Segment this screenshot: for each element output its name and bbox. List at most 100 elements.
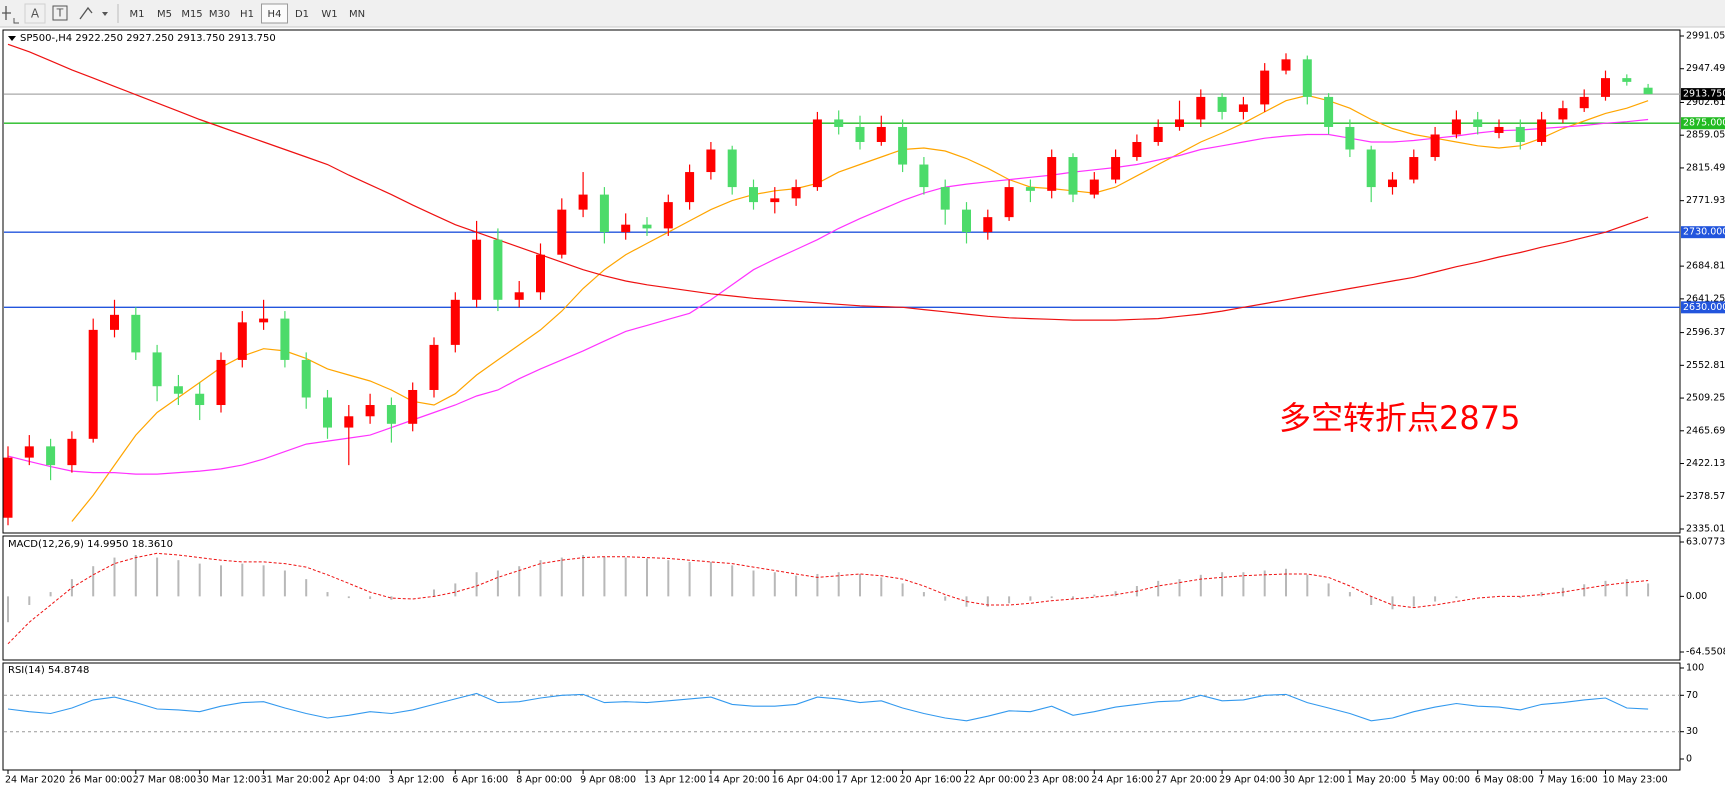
candle-body [1153,126,1163,142]
timeframe-label[interactable]: MN [349,9,365,20]
y-tick-label: 30 [1686,726,1698,737]
tool-button[interactable] [24,3,46,24]
candle-body [46,446,56,466]
rsi-panel-frame [2,662,1681,771]
y-tick-label: 2465.69 [1686,425,1725,436]
candle-body [919,164,929,188]
candle-body [1260,70,1270,105]
timeframe-label[interactable]: M15 [181,9,202,20]
main-panel-frame [2,29,1681,534]
x-tick-label: 10 May 23:00 [1603,775,1668,786]
y-tick-label: 2815.49 [1686,162,1725,173]
timeframe-label[interactable]: M5 [157,9,172,20]
level-label: 2913.750 [1683,89,1725,100]
x-tick-label: 16 Apr 04:00 [772,775,834,786]
candle-body [493,239,503,300]
level-label: 2730.000 [1683,227,1725,238]
x-tick-label: 17 Apr 12:00 [836,775,898,786]
candle-body [642,224,652,229]
chart-title: SP500-,H4 2922.250 2927.250 2913.750 291… [20,33,276,44]
candle-body [67,438,77,466]
candle-body [195,393,205,406]
candle-body [1558,108,1568,120]
candle-body [812,119,822,188]
cursor-tool[interactable] [2,6,19,24]
y-tick-label: 2641.25 [1686,293,1725,304]
candle-body [344,416,354,428]
candle-body [386,405,396,424]
candle-body [514,292,524,300]
toolbar: A T [0,0,1725,28]
x-tick-label: 29 Apr 04:00 [1219,775,1281,786]
candle-body [3,457,13,518]
candle-body [727,149,737,188]
label-tool[interactable]: T [56,7,64,20]
candle-body [855,126,865,142]
level-label-box [1681,226,1725,239]
shapes-tool[interactable] [79,6,108,20]
candle-body [1409,157,1419,180]
candle-body [1281,59,1291,71]
dropdown-arrow [102,12,108,16]
candle-body [685,172,695,203]
candle-body [749,187,758,203]
x-tick-label: 1 May 20:00 [1347,775,1406,786]
candle-body [1388,179,1397,188]
candle-body [259,318,269,323]
y-tick-label: 2771.93 [1686,195,1725,206]
timeframe-label[interactable]: W1 [321,9,337,20]
level-label-box [1681,117,1725,130]
label-tool-frame[interactable] [52,5,68,21]
candle-body [24,446,34,458]
candle-body [408,389,418,424]
candle-body [1473,119,1483,127]
moving-average [7,118,1649,475]
candle-body [1196,96,1206,120]
y-tick-label: 63.0773 [1686,537,1725,548]
candle-body [301,359,311,398]
moving-average [71,94,1649,522]
y-tick-label: 2509.25 [1686,393,1725,404]
rsi-line [7,692,1649,722]
candle-body [1089,179,1099,195]
candle-body [876,126,886,142]
x-tick-label: 20 Apr 16:00 [900,775,962,786]
candle-body [599,194,609,233]
candle-body [237,322,247,360]
timeframe-label[interactable]: M1 [130,9,145,20]
candle-body [898,126,908,165]
level-label: 2630.000 [1683,302,1725,313]
candle-body [1132,141,1142,158]
text-tool[interactable]: A [31,7,40,21]
timeframe-label[interactable]: H4 [268,9,282,20]
candle-body [1217,96,1227,112]
moving-average [7,43,1649,321]
candle-body [536,254,545,293]
candle-body [88,329,98,439]
y-tick-label: 2947.49 [1686,63,1725,74]
x-tick-label: 22 Apr 00:00 [964,775,1026,786]
candle-body [365,405,375,417]
x-tick-label: 30 Mar 12:00 [197,775,260,786]
candle-body [834,119,844,127]
annotation: 多空转折点2875 [1279,399,1520,437]
timeframe-label[interactable]: H1 [240,9,254,20]
level-label-box [1681,88,1725,101]
y-tick-label: 70 [1686,690,1698,701]
level-label: 2875.000 [1683,118,1725,129]
timeframe-label[interactable]: D1 [295,9,309,20]
candle-body [940,187,950,210]
x-tick-label: 13 Apr 12:00 [644,775,706,786]
timeframe-button[interactable] [261,3,288,24]
icon-corner [13,18,19,24]
timeframe-label[interactable]: M30 [209,9,230,20]
candle-body [962,209,971,233]
y-tick-label: 0.00 [1686,591,1707,602]
candle-body [1451,119,1461,135]
x-tick-label: 5 May 00:00 [1411,775,1470,786]
macd-panel-frame [2,535,1681,661]
candle-body [1238,104,1248,112]
candle-body [323,397,332,428]
candle-body [1579,96,1589,109]
